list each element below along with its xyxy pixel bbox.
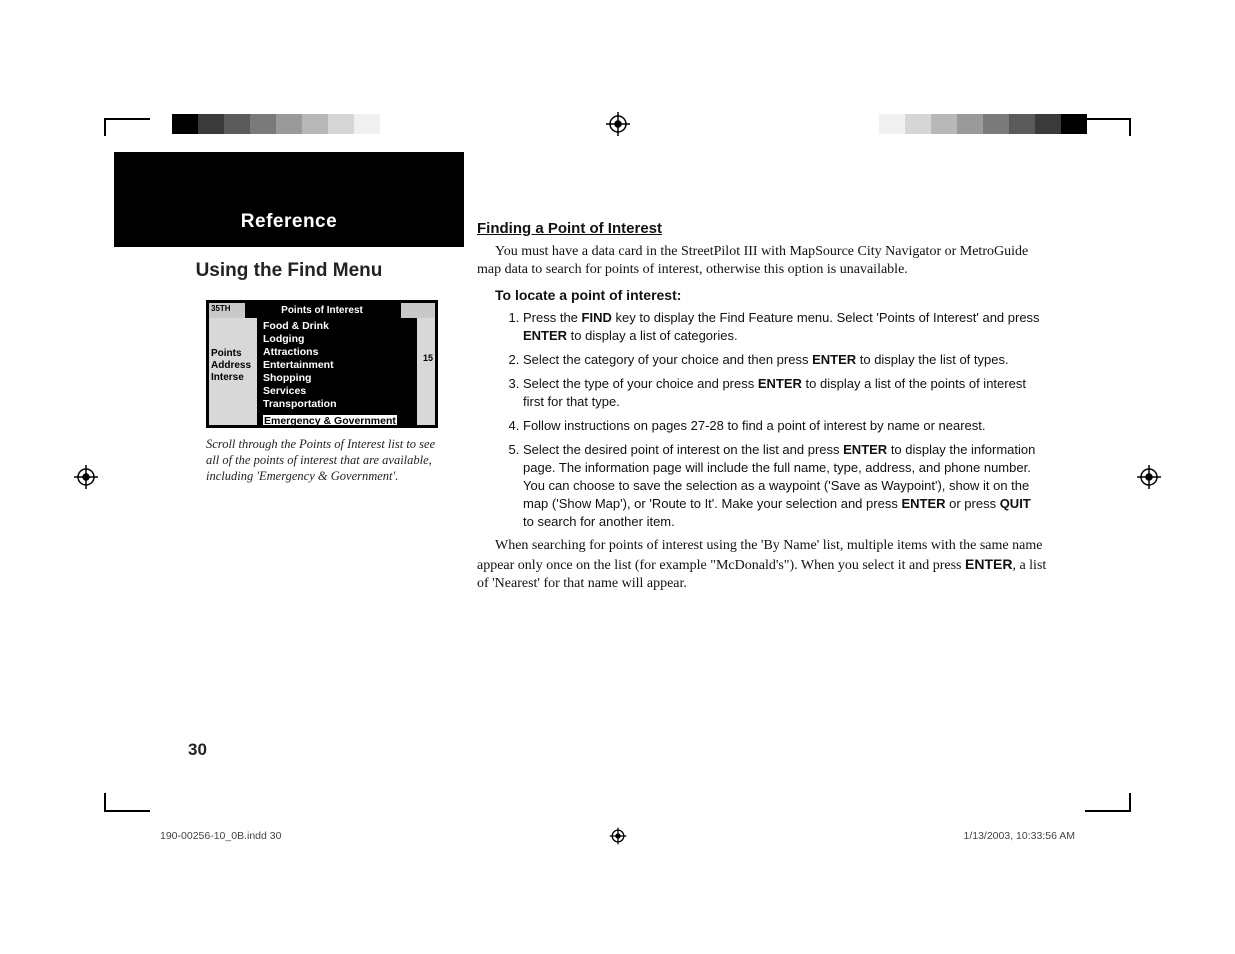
poi-side-label: Address	[211, 360, 251, 372]
crop-mark	[1085, 810, 1131, 812]
poi-menu-item: Entertainment	[263, 359, 411, 372]
poi-device-screen: 35TH Points of Interest PointsAddressInt…	[206, 300, 438, 428]
poi-menu-item: Attractions	[263, 346, 411, 359]
crop-mark	[104, 793, 106, 811]
step-item: Select the category of your choice and t…	[523, 351, 1047, 369]
step-item: Select the desired point of interest on …	[523, 441, 1047, 531]
registration-mark-icon	[74, 465, 98, 489]
poi-menu-list: Food & DrinkLodgingAttractionsEntertainm…	[257, 318, 417, 425]
intro-paragraph: You must have a data card in the StreetP…	[477, 243, 1047, 279]
registration-mark-icon	[606, 112, 630, 136]
step-item: Select the type of your choice and press…	[523, 375, 1047, 411]
closing-paragraph: When searching for points of interest us…	[477, 537, 1047, 593]
poi-side-labels: PointsAddressInterse	[211, 348, 251, 384]
steps-list: Press the FIND key to display the Find F…	[523, 309, 1047, 531]
section-title: Finding a Point of Interest	[477, 220, 1047, 237]
poi-menu-title: Points of Interest	[209, 303, 435, 318]
page-number: 30	[188, 740, 207, 760]
poi-menu-item: Lodging	[263, 333, 411, 346]
poi-menu-item: Food & Drink	[263, 320, 411, 333]
poi-side-label: Interse	[211, 372, 251, 384]
section-subtitle: Using the Find Menu	[114, 260, 464, 282]
footer-left: 190-00256-10_0B.indd 30	[160, 830, 281, 842]
poi-menu-item: Shopping	[263, 372, 411, 385]
footer-right: 1/13/2003, 10:33:56 AM	[963, 830, 1075, 842]
registration-mark-icon	[608, 826, 628, 846]
step-item: Follow instructions on pages 27-28 to fi…	[523, 417, 1047, 435]
page-content: Reference Using the Find Menu 35TH Point…	[114, 152, 1124, 782]
poi-right-indicator: 15	[423, 353, 433, 363]
poi-menu-item: Services	[263, 385, 411, 398]
scroll-icon	[406, 304, 432, 317]
poi-caption: Scroll through the Points of Interest li…	[206, 436, 438, 484]
crop-mark	[1129, 793, 1131, 811]
street-label: 35TH	[211, 304, 231, 313]
reference-header: Reference	[114, 152, 464, 247]
howto-title: To locate a point of interest:	[495, 287, 1047, 303]
body-column: Finding a Point of Interest You must hav…	[477, 220, 1047, 599]
reference-label: Reference	[241, 211, 337, 233]
poi-menu-item: Emergency & Government	[263, 415, 397, 428]
poi-screenshot-figure: 35TH Points of Interest PointsAddressInt…	[206, 300, 438, 484]
crop-mark	[104, 810, 150, 812]
poi-side-label: Points	[211, 348, 251, 360]
poi-menu-item: Transportation	[263, 398, 411, 411]
registration-mark-icon	[1137, 465, 1161, 489]
step-item: Press the FIND key to display the Find F…	[523, 309, 1047, 345]
